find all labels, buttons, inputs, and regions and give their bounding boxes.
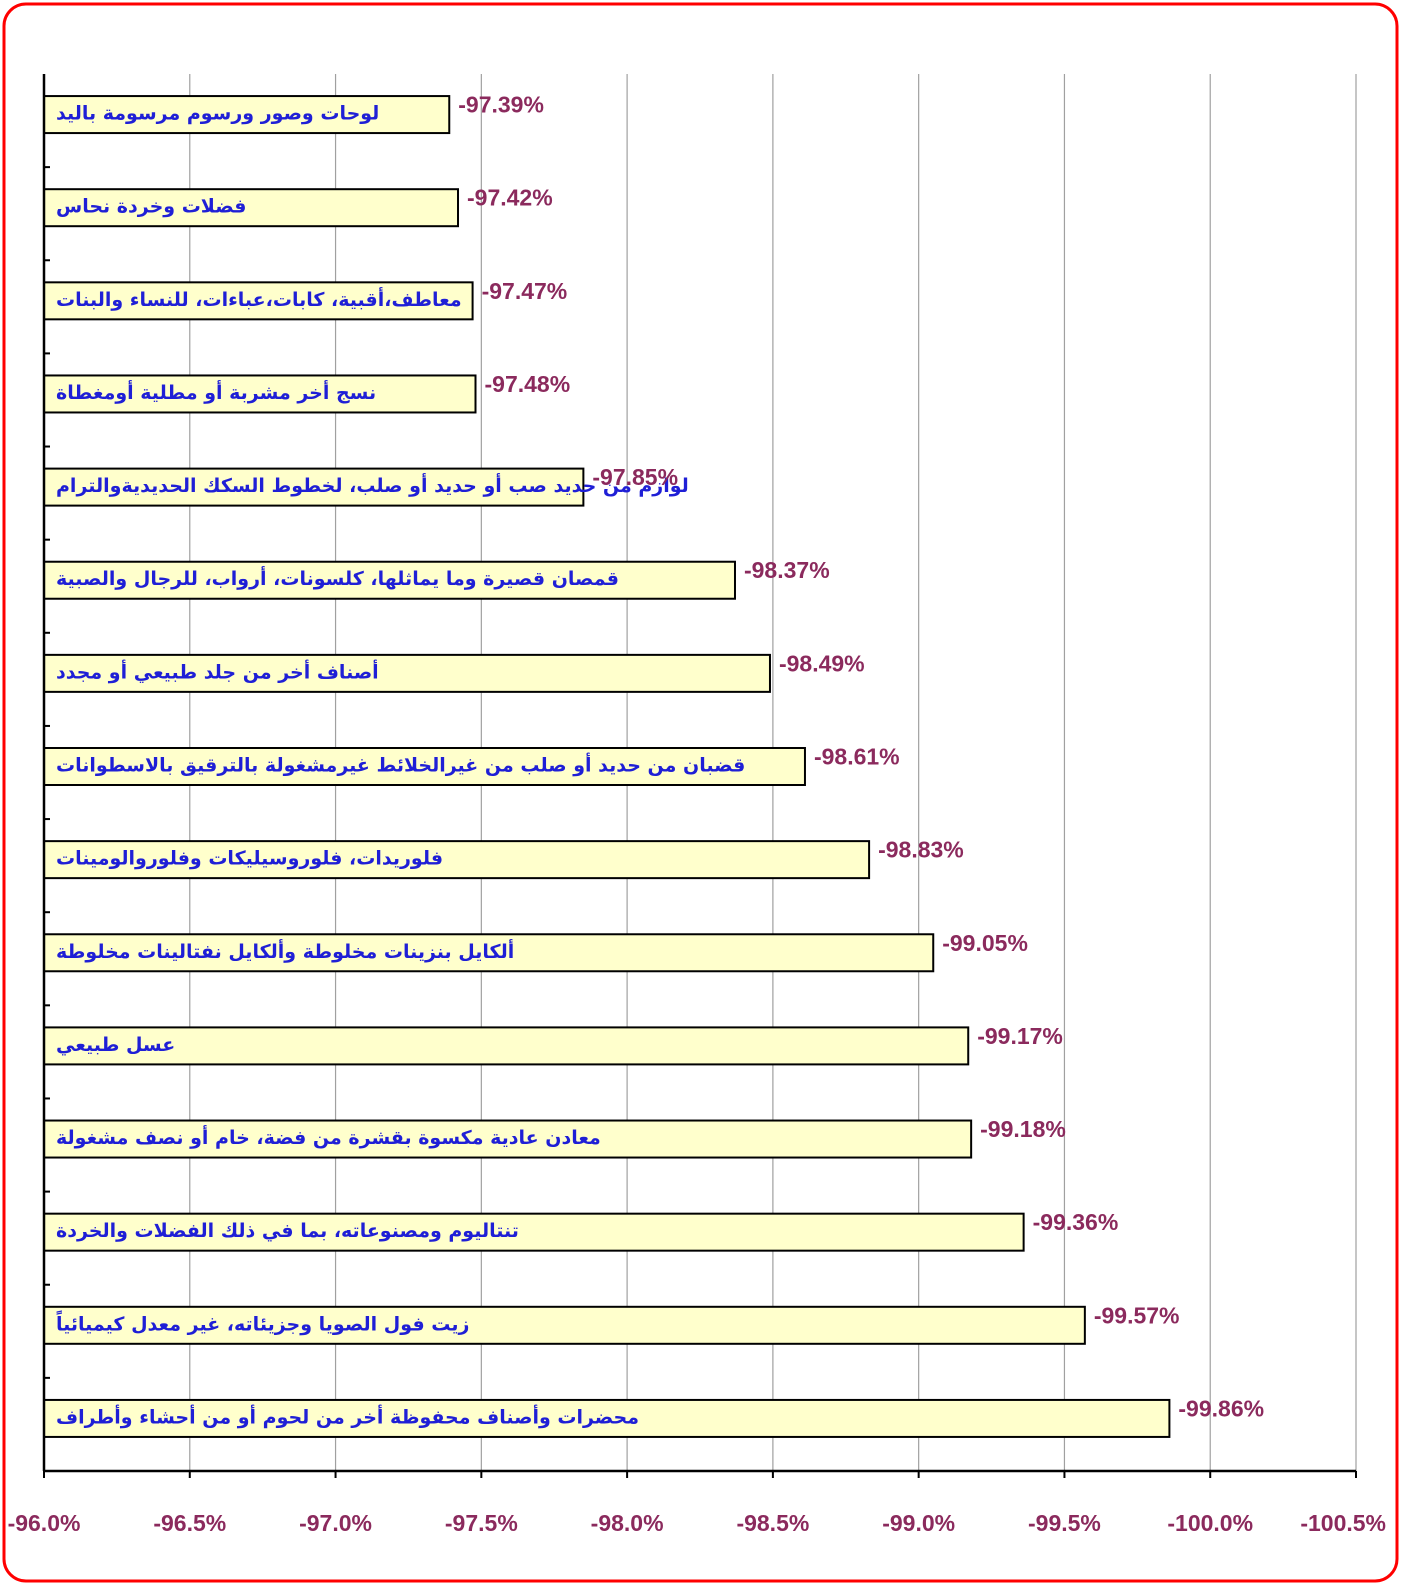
data-label: -98.49% [779,650,865,676]
category-label: ألكايل بنزينات مخلوطة وألكايل نفتالينات … [56,939,514,963]
bar [43,374,477,414]
data-label: -97.48% [485,371,571,397]
data-label: -99.17% [977,1023,1063,1049]
category-label: زيت فول الصويا وجزيئاته، غير معدل كيميائ… [56,1310,469,1335]
category-label: فضلات وخردة نحاس [56,196,246,218]
x-tick-label: -96.5% [153,1510,226,1536]
data-label: -99.36% [1033,1209,1119,1235]
data-label: -97.39% [458,92,544,118]
category-label: قمصان قصيرة وما يماثلها، كلسونات، أرواب،… [56,566,619,590]
bar [43,933,935,973]
x-tick-label: -99.0% [882,1510,955,1536]
x-tick-label: -98.5% [736,1510,809,1536]
data-label: -99.57% [1094,1302,1180,1328]
bar [43,1305,1086,1345]
category-label: قضبان من حديد أو صلب من غيرالخلائط غيرمش… [56,753,745,777]
x-tick-label: -96.0% [8,1510,81,1536]
x-tick-label: -100.5% [1300,1510,1386,1536]
x-tick-label: -98.0% [591,1510,664,1536]
data-label: -99.18% [980,1116,1066,1142]
x-axis-tick-labels: -96.0% -96.5% -97.0% -97.5% -98.0% -98.5% -99.… [8,1510,1386,1536]
category-label: أصناف أخر من جلد طبيعي أو مجدد [56,659,379,683]
bar [43,95,451,135]
x-tick-label: -97.5% [445,1510,518,1536]
category-label: فلوريدات، فلوروسيليكات وفلوروالومينات [56,848,443,870]
x-tick-label: -100.0% [1167,1510,1253,1536]
bar [43,840,871,880]
data-label: -98.83% [878,837,964,863]
data-label: -99.05% [942,930,1028,956]
data-label: -97.42% [467,185,553,211]
data-label: -98.37% [744,557,830,583]
category-label: معادن عادية مكسوة بقشرة من فضة، خام أو ن… [56,1125,601,1149]
bars: لوحات وصور ورسوم مرسومة باليد -97.39% فضلا… [43,92,1264,1438]
category-label: لوحات وصور ورسوم مرسومة باليد [56,103,379,125]
bar [43,281,474,321]
axes [42,74,1357,1478]
category-label: محضرات وأصناف محفوظة أخر من لحوم أو من أ… [56,1404,639,1428]
bar [43,747,806,786]
data-label: -97.85% [592,464,678,490]
category-label: نسج أخر مشربة أو مطلية أومغطاة [56,380,376,404]
data-label: -98.61% [814,744,900,770]
data-label: -99.86% [1178,1395,1264,1421]
bar [43,1026,970,1066]
bar [43,188,460,228]
x-tick-label: -99.5% [1028,1510,1101,1536]
data-label: -97.47% [482,278,568,304]
x-tick-label: -97.0% [299,1510,372,1536]
category-label: لوازم من حديد صب أو حديد أو صلب، لخطوط ا… [56,473,689,497]
category-label: عسل طبيعي [56,1034,175,1056]
category-label: معاطف،أقبية، كابات،عباءات، للنساء والبنا… [56,287,462,311]
category-label: تنتاليوم ومصنوعاته، بما في ذلك الفضلات و… [56,1220,519,1242]
bar [43,467,585,507]
